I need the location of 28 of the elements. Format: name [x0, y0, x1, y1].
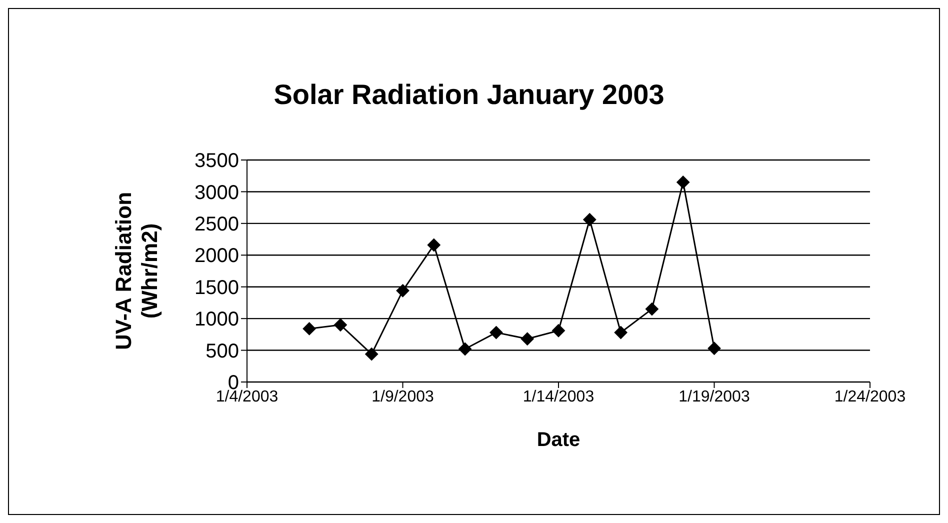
point [365, 348, 378, 361]
y-tick-label: 1500 [194, 276, 239, 299]
point [427, 238, 440, 252]
y-tick-label: 3000 [194, 182, 239, 204]
point [583, 213, 596, 226]
point [458, 342, 472, 356]
point [708, 342, 721, 355]
y-axis-title: UV-A Radiation (Whr/m2) [110, 190, 163, 352]
y-tick-label: 500 [206, 340, 239, 362]
x-tick-label: 1/14/2003 [522, 388, 594, 406]
y-tick-label: 2500 [194, 214, 239, 236]
y-tick-label: 3500 [194, 150, 239, 172]
point [520, 332, 534, 346]
point [490, 326, 503, 340]
point [645, 302, 658, 316]
chart-title: Solar Radiation January 2003 [272, 79, 666, 111]
point [396, 284, 410, 298]
x-tick-label: 1/24/2003 [834, 388, 906, 406]
y-tick-label: 2000 [194, 245, 239, 268]
point [302, 322, 316, 336]
x-axis-title: Date [536, 429, 582, 452]
point [334, 318, 347, 332]
x-tick-label: 1/9/2003 [372, 388, 434, 406]
point [552, 324, 565, 338]
x-tick-label: 1/19/2003 [678, 388, 750, 406]
y-tick-label: 1000 [194, 308, 239, 331]
point [676, 176, 690, 189]
point [614, 326, 628, 340]
